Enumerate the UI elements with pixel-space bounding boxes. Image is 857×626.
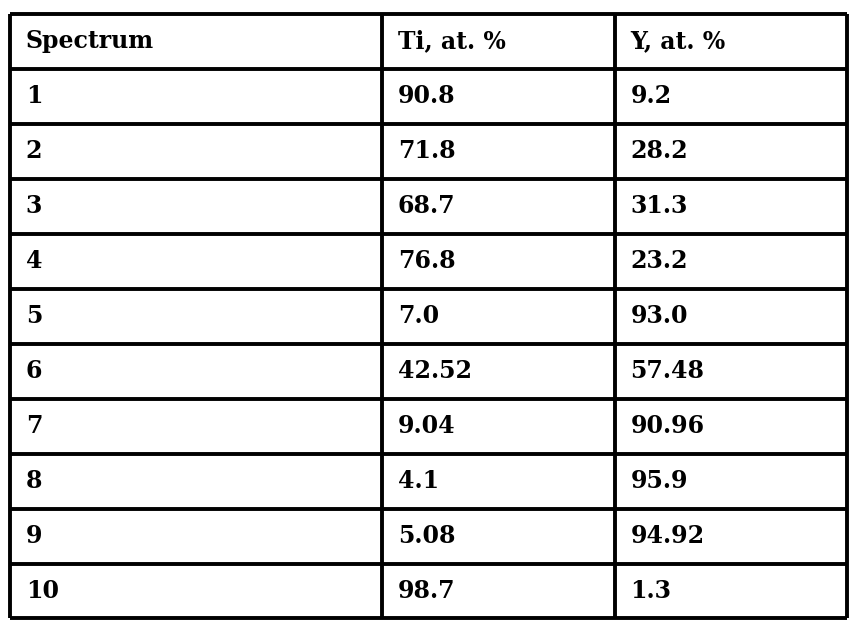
- Text: 9.2: 9.2: [631, 85, 672, 108]
- Text: 5: 5: [26, 304, 42, 328]
- Text: 93.0: 93.0: [631, 304, 688, 328]
- Text: 1: 1: [26, 85, 42, 108]
- Text: 76.8: 76.8: [398, 249, 456, 273]
- Text: 10: 10: [26, 579, 59, 603]
- Text: 9: 9: [26, 524, 42, 548]
- Text: 28.2: 28.2: [631, 139, 688, 163]
- Text: 98.7: 98.7: [398, 579, 456, 603]
- Text: 68.7: 68.7: [398, 194, 456, 218]
- Text: 4.1: 4.1: [398, 469, 439, 493]
- Text: Ti, at. %: Ti, at. %: [398, 29, 506, 53]
- Text: 57.48: 57.48: [631, 359, 704, 383]
- Text: 1.3: 1.3: [631, 579, 671, 603]
- Text: 2: 2: [26, 139, 42, 163]
- Text: 4: 4: [26, 249, 42, 273]
- Text: 9.04: 9.04: [398, 414, 456, 438]
- Text: 23.2: 23.2: [631, 249, 688, 273]
- Text: 71.8: 71.8: [398, 139, 456, 163]
- Text: 90.8: 90.8: [398, 85, 456, 108]
- Text: 8: 8: [26, 469, 42, 493]
- Text: 7: 7: [26, 414, 42, 438]
- Text: 3: 3: [26, 194, 42, 218]
- Text: 42.52: 42.52: [398, 359, 472, 383]
- Text: Spectrum: Spectrum: [26, 29, 154, 53]
- Text: 7.0: 7.0: [398, 304, 439, 328]
- Text: Y, at. %: Y, at. %: [631, 29, 726, 53]
- Text: 94.92: 94.92: [631, 524, 704, 548]
- Text: 5.08: 5.08: [398, 524, 455, 548]
- Text: 6: 6: [26, 359, 42, 383]
- Text: 95.9: 95.9: [631, 469, 688, 493]
- Text: 90.96: 90.96: [631, 414, 704, 438]
- Text: 31.3: 31.3: [631, 194, 688, 218]
